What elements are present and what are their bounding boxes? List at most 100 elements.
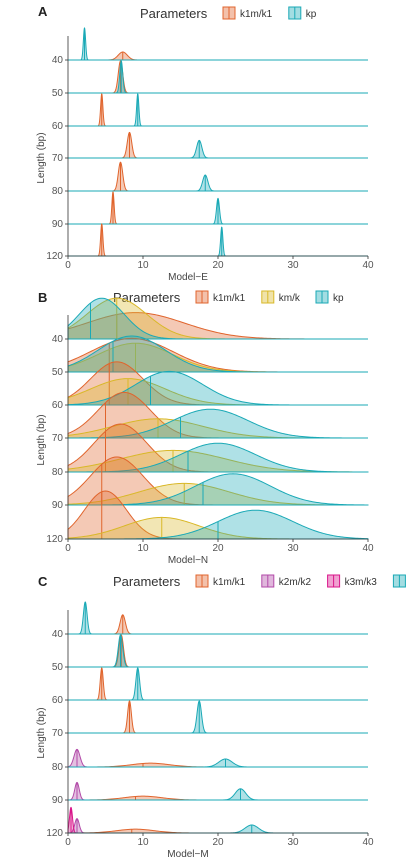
- legend-item: k1m/k1: [195, 290, 246, 304]
- x-tick-label: 10: [137, 543, 149, 554]
- x-tick-label: 10: [137, 260, 149, 271]
- y-tick-label: 40: [52, 55, 64, 66]
- legend-title: Parameters: [140, 6, 208, 21]
- x-tick-label: 30: [287, 543, 299, 554]
- panel-letter: B: [38, 290, 47, 305]
- x-tick-label: 40: [362, 837, 374, 848]
- legend-title: Parameters: [113, 574, 181, 589]
- legend-label: k3m/k3: [345, 577, 378, 588]
- legend-label: k1m/k1: [240, 9, 273, 20]
- x-tick-label: 40: [362, 543, 374, 554]
- density-kp: [68, 473, 369, 506]
- y-tick-label: 50: [52, 88, 64, 99]
- density-kp: [68, 27, 368, 61]
- y-axis-label: Length (bp): [36, 132, 47, 183]
- legend-label: k2m/k2: [279, 577, 312, 588]
- density-k1m-k1: [68, 700, 368, 734]
- density-k1m-k1: [67, 828, 368, 834]
- legend-item: k2m/k2: [261, 574, 312, 588]
- density-k1m-k1: [68, 667, 368, 701]
- y-axis-label: Length (bp): [36, 707, 47, 758]
- density-k1m-k1: [68, 614, 368, 635]
- legend-label: kp: [333, 293, 344, 304]
- x-tick-label: 40: [362, 260, 374, 271]
- x-axis-label: Model−E: [168, 272, 208, 283]
- y-tick-label: 70: [52, 153, 64, 164]
- x-tick-label: 30: [287, 260, 299, 271]
- x-tick-label: 20: [212, 543, 224, 554]
- density-kp: [67, 370, 368, 406]
- density-k1m-k1: [68, 634, 368, 668]
- legend-item: kp: [288, 6, 317, 20]
- density-k1m-k1: [68, 223, 368, 257]
- density-k1m-k1: [68, 161, 368, 192]
- legend-item: kp: [392, 574, 411, 588]
- x-tick-label: 20: [212, 837, 224, 848]
- legend-item: k1m/k1: [195, 574, 246, 588]
- y-tick-label: 70: [52, 433, 64, 444]
- density-k1m-k1: [68, 60, 368, 94]
- y-tick-label: 60: [52, 400, 64, 411]
- y-tick-label: 70: [52, 728, 64, 739]
- x-tick-label: 20: [212, 260, 224, 271]
- y-tick-label: 120: [46, 534, 63, 545]
- density-k1m-k1: [68, 93, 368, 127]
- density-kp: [67, 335, 368, 373]
- density-kp: [67, 297, 368, 340]
- y-tick-label: 90: [52, 500, 64, 511]
- density-kp: [68, 93, 368, 127]
- x-tick-label: 0: [65, 543, 71, 554]
- x-axis-label: Model−M: [167, 849, 208, 860]
- y-tick-label: 90: [52, 219, 64, 230]
- y-tick-label: 60: [52, 121, 64, 132]
- legend-item: kp: [315, 290, 344, 304]
- density-kp: [68, 60, 368, 94]
- density-k2m-k2: [67, 781, 368, 801]
- panel-letter: C: [38, 574, 48, 589]
- x-axis-label: Model−N: [168, 555, 208, 566]
- y-tick-label: 80: [52, 186, 64, 197]
- legend-label: k1m/k1: [213, 293, 246, 304]
- x-tick-label: 10: [137, 837, 149, 848]
- panel-B: B Parameters k1m/k1 km/k kp Length (bp) 40 50 60…: [36, 290, 374, 566]
- density-k1m-k1: [68, 131, 368, 159]
- y-tick-label: 40: [52, 629, 64, 640]
- legend-title: Parameters: [113, 290, 181, 305]
- density-kp: [68, 667, 368, 701]
- y-tick-label: 60: [52, 695, 64, 706]
- density-k1m-k1: [68, 51, 368, 61]
- y-tick-label: 90: [52, 795, 64, 806]
- x-tick-label: 0: [65, 260, 71, 271]
- legend-item: k1m/k1: [222, 6, 273, 20]
- y-tick-label: 50: [52, 662, 64, 673]
- panel-A: A Parameters k1m/k1 kp Length (bp) 40 50 60 70 80…: [36, 4, 374, 283]
- y-tick-label: 80: [52, 467, 64, 478]
- y-tick-label: 40: [52, 334, 64, 345]
- y-tick-label: 120: [46, 251, 63, 262]
- density-kp: [67, 408, 369, 439]
- density-k3m-k3: [67, 806, 368, 834]
- panel-C: C Parameters k1m/k1 k2m/k2 k3m/k3 kp Length (b…: [36, 574, 411, 860]
- density-k1m-k1: [68, 795, 368, 801]
- legend-item: k3m/k3: [327, 574, 378, 588]
- legend-label: km/k: [279, 293, 301, 304]
- density-kp: [68, 758, 368, 768]
- x-tick-label: 30: [287, 837, 299, 848]
- y-tick-label: 120: [46, 828, 63, 839]
- legend-item: km/k: [261, 290, 301, 304]
- legend-label: k1m/k1: [213, 577, 246, 588]
- legend-label: kp: [306, 9, 317, 20]
- density-kp: [68, 139, 368, 159]
- x-tick-label: 0: [65, 837, 71, 848]
- density-kp: [67, 442, 369, 473]
- density-kp: [68, 788, 368, 801]
- density-kp: [68, 174, 368, 192]
- y-tick-label: 50: [52, 367, 64, 378]
- density-kp: [68, 634, 368, 668]
- density-kp: [68, 601, 368, 635]
- y-axis-label: Length (bp): [36, 414, 47, 465]
- density-kp: [68, 700, 368, 734]
- panel-letter: A: [38, 4, 48, 19]
- y-tick-label: 80: [52, 762, 64, 773]
